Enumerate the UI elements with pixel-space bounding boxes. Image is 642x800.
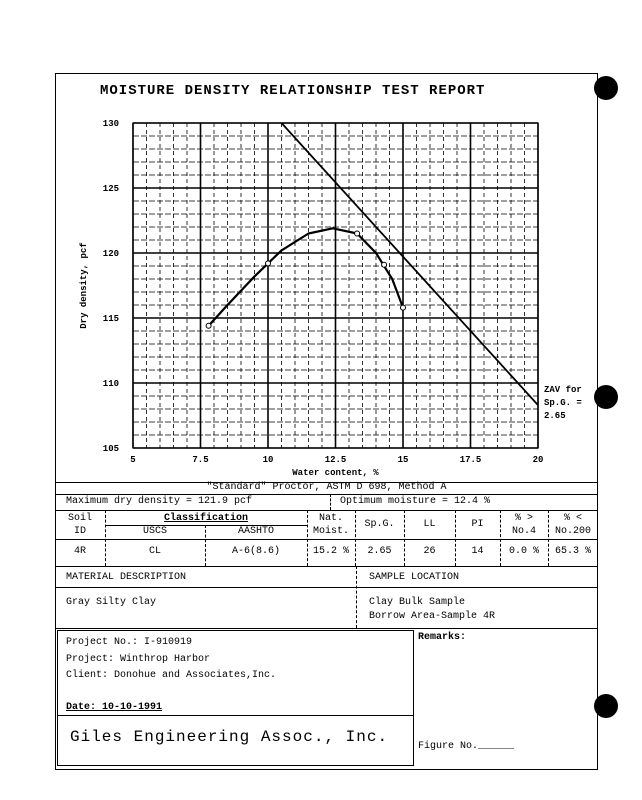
test-point: [381, 261, 388, 268]
y-tick-label: 110: [103, 379, 119, 389]
x-axis-label: Water content, %: [292, 468, 379, 478]
x-tick-label: 12.5: [325, 455, 347, 465]
cell-no4: 0.0 %: [508, 546, 539, 557]
sample-location-line1: Clay Bulk Sample: [369, 597, 466, 608]
client: Client: Donohue and Associates,Inc.: [66, 670, 277, 681]
sample-location-header: SAMPLE LOCATION: [369, 572, 460, 583]
y-axis-label: Dry density, pcf: [79, 242, 89, 328]
y-tick-label: 115: [103, 314, 119, 324]
test-point: [205, 322, 212, 329]
report-date: Date: 10-10-1991: [66, 702, 163, 713]
header-no4-a: % >: [514, 513, 533, 524]
header-no200-b: No.200: [554, 526, 591, 537]
y-tick-label: 105: [103, 444, 119, 454]
header-id: ID: [73, 526, 86, 537]
header-spg: Sp.G.: [364, 519, 395, 530]
material-description-value: Gray Silty Clay: [66, 597, 157, 608]
binder-hole: [594, 385, 618, 409]
remarks-label: Remarks:: [418, 632, 467, 643]
x-tick-label: 20: [533, 455, 544, 465]
x-tick-label: 10: [263, 455, 274, 465]
report-frame: [55, 73, 598, 770]
sample-location-line2: Borrow Area-Sample 4R: [369, 611, 496, 622]
x-tick-label: 17.5: [460, 455, 482, 465]
cell-nat-moist: 15.2 %: [312, 546, 349, 557]
test-point: [265, 260, 271, 267]
header-soil: Soil: [67, 513, 92, 524]
header-no200-a: % <: [563, 513, 582, 524]
test-method: "Standard" Proctor, ASTM D 698, Method A: [206, 482, 447, 493]
header-moist: Moist.: [312, 526, 349, 537]
project-name: Project: Winthrop Harbor: [66, 654, 211, 665]
zav-annotation: 2.65: [544, 411, 566, 421]
y-tick-label: 130: [103, 119, 119, 129]
report-title: MOISTURE DENSITY RELATIONSHIP TEST REPOR…: [100, 83, 486, 99]
header-ll: LL: [423, 519, 436, 530]
figure-number: Figure No.______: [418, 741, 515, 752]
x-tick-label: 7.5: [192, 455, 208, 465]
x-tick-label: 15: [398, 455, 409, 465]
compaction-curve: [207, 227, 405, 327]
optimum-moisture: Optimum moisture = 12.4 %: [340, 496, 491, 507]
header-pi: PI: [471, 519, 484, 530]
header-no4-b: No.4: [511, 526, 536, 537]
cell-soil-id: 4R: [73, 546, 86, 557]
cell-ll: 26: [423, 546, 436, 557]
zav-annotation: Sp.G. =: [544, 398, 582, 408]
project-number: Project No.: I-910919: [66, 637, 193, 648]
material-description-header: MATERIAL DESCRIPTION: [66, 572, 187, 583]
header-uscs: USCS: [142, 526, 167, 537]
header-aashto: AASHTO: [237, 526, 274, 537]
zav-annotation: ZAV for: [544, 385, 582, 395]
cell-uscs: CL: [148, 546, 161, 557]
moisture-density-chart: 5 7.5 10 12.5 15 17.5 20 105 110 115 120 125 130 Wate…: [79, 119, 582, 478]
y-tick-label: 120: [103, 249, 119, 259]
test-point: [400, 304, 406, 311]
binder-hole: [594, 76, 618, 100]
y-tick-label: 125: [103, 184, 119, 194]
company-name: Giles Engineering Assoc., Inc.: [70, 728, 389, 746]
header-nat: Nat.: [318, 513, 343, 524]
cell-spg: 2.65: [367, 546, 392, 557]
x-tick-label: 5: [130, 455, 135, 465]
cell-aashto: A-6(8.6): [231, 546, 280, 557]
cell-pi: 14: [471, 546, 484, 557]
plot-border: [132, 122, 539, 449]
project-box: [57, 630, 414, 766]
binder-hole: [594, 694, 618, 718]
max-dry-density: Maximum dry density = 121.9 pcf: [66, 496, 253, 507]
test-point: [354, 230, 361, 237]
header-classification: Classification: [163, 513, 248, 524]
cell-no200: 65.3 %: [554, 546, 591, 557]
zav-line: [280, 122, 539, 406]
